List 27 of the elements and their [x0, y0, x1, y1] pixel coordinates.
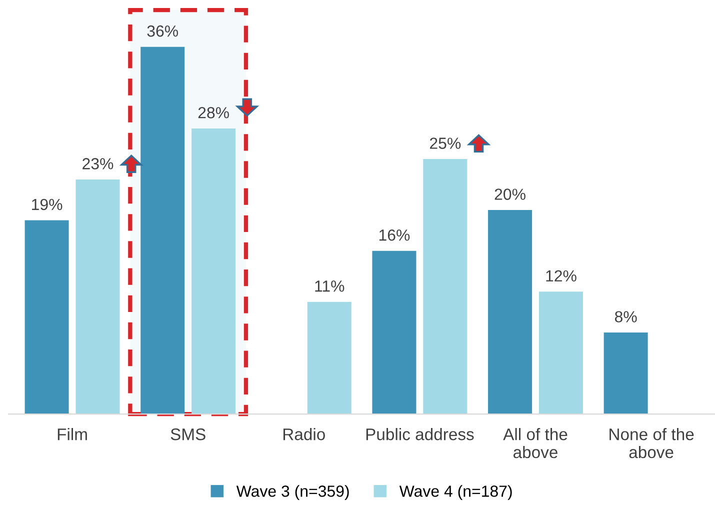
data-label: 12%	[546, 270, 576, 282]
bar	[538, 292, 583, 414]
data-label: 20%	[494, 188, 526, 200]
bar	[192, 128, 236, 414]
bar	[488, 210, 532, 414]
bar	[423, 159, 468, 414]
data-label: 25%	[430, 138, 461, 149]
x-tick-label: Radio	[283, 428, 325, 440]
data-label: 28%	[198, 107, 229, 118]
data-label: 19%	[32, 198, 62, 210]
x-tick-label: Film	[58, 428, 87, 440]
bar	[372, 250, 416, 414]
x-tick-label: All of the above	[503, 428, 568, 458]
data-label: 36%	[147, 25, 178, 37]
bar	[307, 302, 352, 414]
legend-label: Wave 4 (n=187)	[399, 485, 512, 500]
legend-label: Wave 3 (n=359)	[236, 485, 349, 500]
bar	[24, 220, 69, 414]
x-tick-label: SMS	[170, 428, 206, 440]
data-label: 8%	[614, 311, 637, 322]
data-label: 11%	[315, 280, 344, 292]
x-tick-label: Public address	[366, 428, 474, 440]
bar	[604, 332, 648, 414]
data-label: 23%	[82, 158, 114, 170]
data-label: 16%	[379, 229, 410, 241]
x-tick-label: None of the above	[610, 428, 694, 458]
bar	[76, 179, 120, 414]
